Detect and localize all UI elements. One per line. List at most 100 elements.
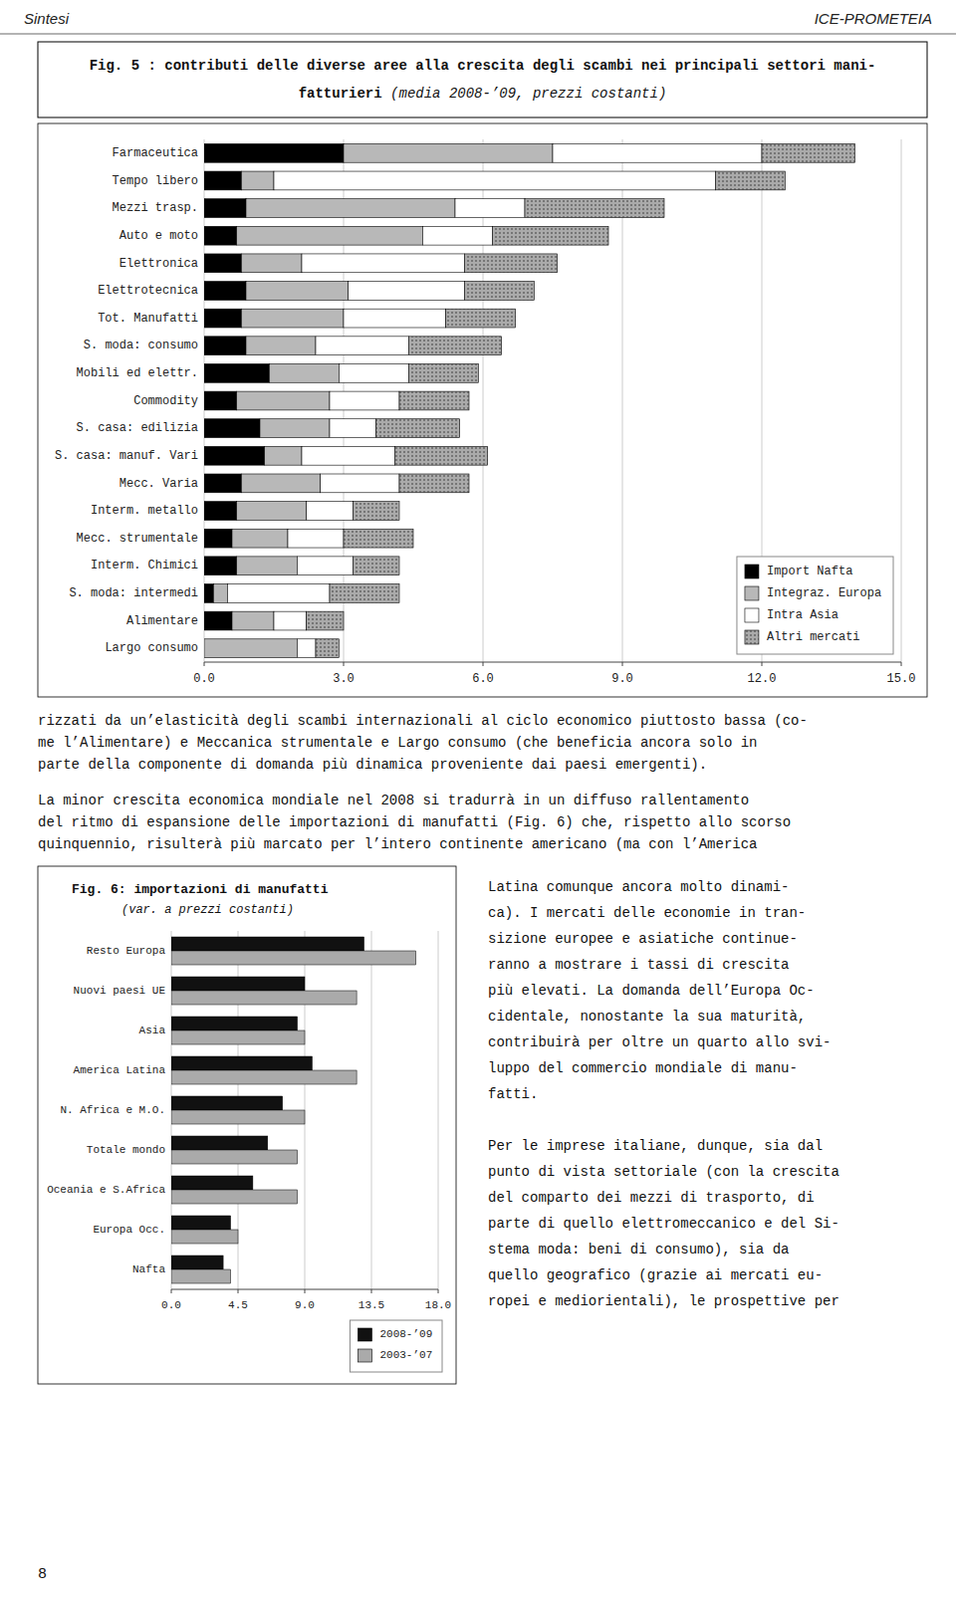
paragraph-line: parte della componente di domanda più di… [37, 756, 708, 773]
chart-0: FarmaceuticaTempo liberoMezzi trasp.Auto… [54, 139, 916, 687]
x-tick-label: 9.0 [294, 1299, 315, 1312]
category-label: Elettrotecnica [97, 283, 199, 298]
x-tick-label: 4.5 [228, 1299, 248, 1312]
category-label: Nafta [132, 1263, 166, 1276]
paragraph-line: parte di quello elettromeccanico e del S… [487, 1215, 840, 1232]
category-label: Commodity [133, 394, 199, 409]
x-tick [343, 662, 345, 667]
chart-title: Fig. 6: importazioni di manufatti [71, 882, 329, 898]
bar-segment [343, 143, 553, 163]
bar-segment [204, 171, 241, 191]
category-label: Resto Europa [86, 945, 167, 957]
bar-segment [273, 611, 307, 631]
x-tick [304, 1289, 306, 1294]
bar-hatch [315, 639, 339, 659]
bar-hatch [394, 446, 487, 466]
bar-segment [204, 391, 238, 411]
legend-label: Intra Asia [766, 608, 839, 623]
bar-segment [446, 308, 516, 328]
bar-segment [232, 528, 288, 548]
category-label: Mecc. strumentale [76, 531, 199, 546]
bar-segment [240, 171, 274, 191]
bar-segment [237, 556, 298, 576]
legend-frame [349, 1320, 443, 1373]
category-label: N. Africa e M.O. [59, 1104, 166, 1117]
legend-hatch [744, 630, 759, 645]
bar-segment [376, 419, 461, 439]
legend-label: Integraz. Europa [766, 586, 882, 601]
bar-segment [352, 501, 400, 521]
legend-swatch [357, 1328, 372, 1342]
paragraph-line: contribuirà per oltre un quarto allo svi… [487, 1034, 831, 1051]
bar [171, 1190, 298, 1204]
category-label: Tempo libero [112, 174, 199, 189]
x-tick-label: 6.0 [472, 672, 494, 687]
paragraph-line: quello geografico (grazie ai mercati eu- [487, 1267, 823, 1284]
chart-frame [37, 123, 928, 698]
chart-1: Resto EuropaNuovi paesi UEAsiaAmerica La… [46, 931, 452, 1373]
bar-segment [343, 528, 414, 548]
x-tick-label: 0.0 [161, 1299, 182, 1312]
bar-segment [204, 501, 238, 521]
paragraph: rizzati da un’elasticità degli scambi in… [37, 713, 808, 773]
title-frame [37, 41, 928, 118]
bar [171, 1136, 268, 1151]
bar [171, 976, 305, 991]
paragraph: La minor crescita economica mondiale nel… [37, 792, 791, 853]
bar-segment [237, 391, 330, 411]
page-number: 8 [37, 1566, 47, 1584]
bar-segment [232, 611, 274, 631]
paragraph-line: sizione europee e asiatiche continue- [487, 931, 798, 948]
bar-segment [306, 501, 354, 521]
bar-segment [338, 363, 409, 383]
bar-hatch [715, 171, 785, 191]
bar-segment [204, 639, 297, 659]
header-left: Sintesi [23, 9, 70, 27]
bar-segment [399, 474, 470, 493]
bar-segment [259, 419, 330, 439]
bar-segment [715, 171, 785, 191]
bar [171, 1096, 283, 1111]
title-line: Fig. 5 : contributi delle diverse aree a… [89, 57, 877, 74]
legend-label: 2008-’09 [379, 1328, 433, 1341]
bar [171, 1150, 298, 1165]
bar-segment [204, 556, 238, 576]
category-label: S. casa: manuf. Vari [54, 449, 199, 464]
bar-hatch [491, 226, 609, 245]
category-label: Tot. Manufatti [97, 311, 199, 326]
paragraph-line: La minor crescita economica mondiale nel… [37, 792, 749, 809]
x-tick [482, 662, 484, 667]
paragraph-line: ranno a mostrare i tassi di crescita [487, 956, 789, 973]
chart-frame [37, 866, 457, 1385]
paragraph-line: Per le imprese italiane, dunque, sia dal [487, 1138, 823, 1155]
category-label: Mezzi trasp. [112, 201, 199, 216]
bar-hatch [464, 281, 534, 301]
bar-segment [240, 474, 320, 493]
bar-segment [343, 308, 447, 328]
category-label: Interm. Chimici [90, 558, 199, 573]
bar-hatch [408, 336, 501, 356]
x-tick-label: 12.0 [747, 672, 777, 687]
bar-segment [524, 199, 665, 219]
bar-segment [464, 253, 557, 273]
bar-segment [204, 474, 241, 493]
bar-segment [329, 419, 377, 439]
bar-hatch [524, 199, 665, 219]
x-tick-label: 13.5 [358, 1299, 385, 1312]
bar [171, 1215, 232, 1230]
paragraph-line: più elevati. La domanda dell’Europa Oc- [487, 982, 815, 999]
category-label: Asia [139, 1024, 167, 1037]
legend: Import NaftaIntegraz. EuropaIntra AsiaAl… [736, 556, 894, 655]
x-tick-label: 15.0 [887, 672, 917, 687]
bar-hatch [306, 611, 344, 631]
bar-segment [204, 308, 241, 328]
bar-segment [273, 171, 716, 191]
bar-segment [296, 639, 316, 659]
legend: 2008-’092003-’07 [349, 1320, 443, 1373]
bar-segment [455, 199, 525, 219]
title-text: Fig. 5 : contributi delle diverse aree a… [89, 57, 877, 74]
bar-segment [227, 584, 330, 604]
bar-segment [399, 391, 470, 411]
bar [171, 937, 365, 952]
category-label: Farmaceutica [112, 146, 199, 161]
